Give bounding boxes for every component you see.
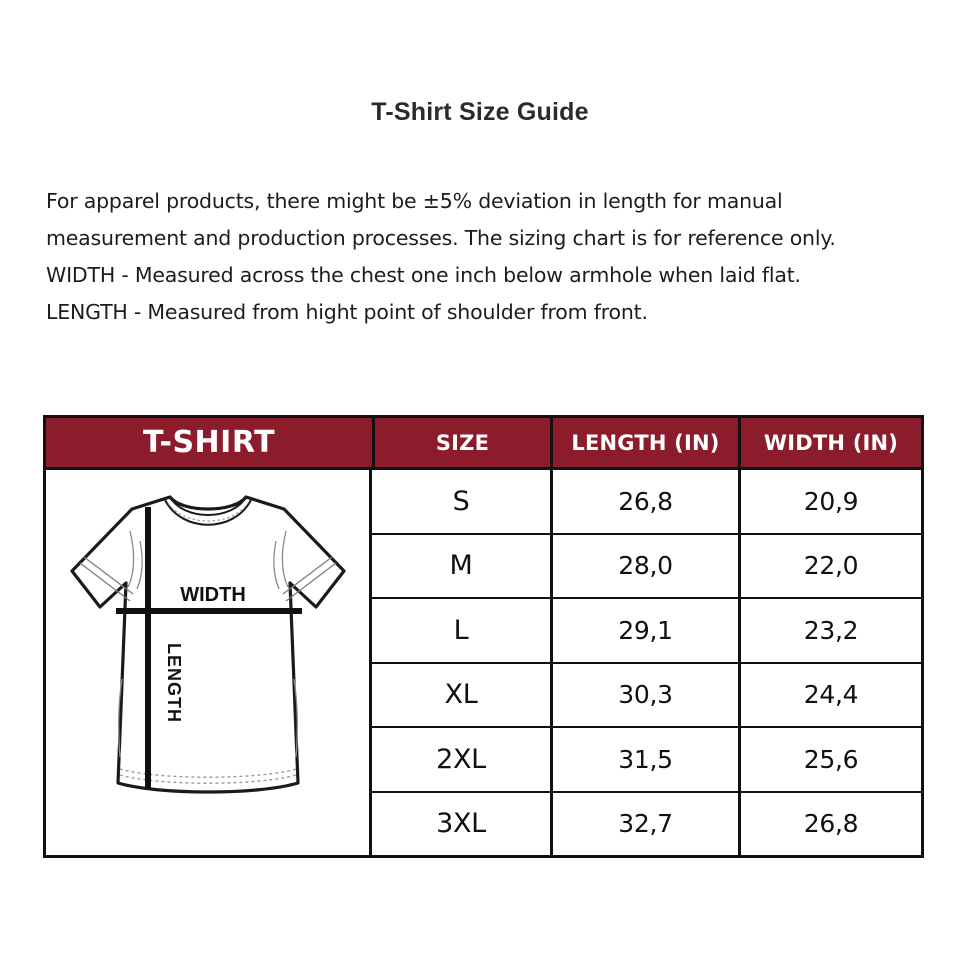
header-cell-product: T-SHIRT [46,418,372,467]
table-cell-width: 25,6 [741,726,921,791]
intro-text-block: For apparel products, there might be ±5%… [46,183,924,331]
width-label-text: WIDTH [180,584,246,606]
size-chart-table: T-SHIRT SIZE LENGTH (IN) WIDTH (IN) [43,415,924,858]
header-width-label: WIDTH (IN) [763,430,899,455]
table-cell-size: L [372,597,550,662]
table-cell-width: 24,4 [741,661,921,727]
table-body: WIDTH LENGTH S M L XL 2XL 3XL 26,8 28, [46,470,921,855]
intro-width-note: WIDTH - Measured across the chest one in… [46,263,801,287]
table-cell-size: S [452,485,470,517]
table-cell-size: 2XL [372,726,550,791]
table-cell-size: 3XL [372,790,550,856]
table-cell-length: 29,1 [553,597,738,662]
column-size: S M L XL 2XL 3XL [372,470,550,855]
intro-length-note: LENGTH - Measured from hight point of sh… [46,300,648,324]
table-cell-width: 26,8 [741,790,921,856]
table-cell-size: M [372,532,550,598]
intro-paragraph: For apparel products, there might be ±5%… [46,189,836,250]
table-cell-length: 31,5 [553,726,738,791]
table-header-row: T-SHIRT SIZE LENGTH (IN) WIDTH (IN) [46,418,921,470]
table-cell-width: 23,2 [741,597,921,662]
header-cell-length: LENGTH (IN) [550,418,738,467]
length-label-text: LENGTH [164,643,184,723]
table-cell-length: 32,7 [553,790,738,856]
header-length-label: LENGTH (IN) [571,430,720,455]
tshirt-diagram-icon: WIDTH LENGTH [69,494,346,794]
column-length: 26,8 28,0 29,1 30,3 31,5 32,7 [550,470,738,855]
tshirt-illustration-cell: WIDTH LENGTH [46,470,372,855]
table-cell-size: XL [372,661,550,727]
table-cell-length: 28,0 [553,532,738,598]
header-product-label: T-SHIRT [142,425,276,460]
header-cell-width: WIDTH (IN) [738,418,921,467]
header-size-label: SIZE [435,430,490,455]
measurement-columns: S M L XL 2XL 3XL 26,8 28,0 29,1 30,3 31,… [372,470,921,855]
column-width: 20,9 22,0 23,2 24,4 25,6 26,8 [738,470,921,855]
table-cell-width: 22,0 [741,532,921,598]
header-cell-size: SIZE [372,418,550,467]
table-cell-length: 30,3 [553,661,738,727]
page-title: T-Shirt Size Guide [371,98,589,126]
table-cell-length: 26,8 [618,486,673,516]
table-cell-width: 20,9 [803,486,859,516]
